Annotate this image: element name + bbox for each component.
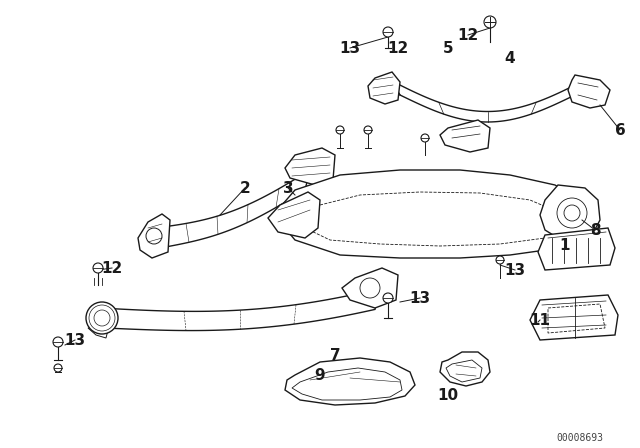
Text: 13: 13 <box>504 263 525 277</box>
Text: 8: 8 <box>589 223 600 237</box>
Polygon shape <box>285 148 335 185</box>
Text: 2: 2 <box>239 181 250 195</box>
Text: 4: 4 <box>505 51 515 65</box>
Polygon shape <box>342 268 398 308</box>
Polygon shape <box>88 325 108 338</box>
Text: 13: 13 <box>65 332 86 348</box>
Text: 3: 3 <box>283 181 293 195</box>
Circle shape <box>496 256 504 264</box>
Circle shape <box>421 134 429 142</box>
Text: 1: 1 <box>560 237 570 253</box>
Polygon shape <box>138 214 170 258</box>
Polygon shape <box>440 352 490 386</box>
Text: 11: 11 <box>529 313 550 327</box>
Circle shape <box>54 364 62 372</box>
Text: 00008693: 00008693 <box>557 433 604 443</box>
Polygon shape <box>100 289 380 331</box>
Circle shape <box>53 337 63 347</box>
Text: 13: 13 <box>339 40 360 56</box>
Polygon shape <box>155 170 310 248</box>
Polygon shape <box>568 75 610 108</box>
Polygon shape <box>368 72 400 104</box>
Text: 13: 13 <box>410 290 431 306</box>
Polygon shape <box>440 120 490 152</box>
Text: 12: 12 <box>101 260 123 276</box>
Circle shape <box>336 126 344 134</box>
Polygon shape <box>268 192 320 238</box>
Circle shape <box>383 293 393 303</box>
Polygon shape <box>280 170 588 258</box>
Circle shape <box>383 27 393 37</box>
Text: 7: 7 <box>330 348 340 362</box>
Text: 5: 5 <box>443 40 453 56</box>
Polygon shape <box>530 295 618 340</box>
Polygon shape <box>540 185 600 240</box>
Circle shape <box>484 16 496 28</box>
Text: 12: 12 <box>458 27 479 43</box>
Polygon shape <box>538 228 615 270</box>
Text: 10: 10 <box>437 388 459 402</box>
Text: 6: 6 <box>614 122 625 138</box>
Circle shape <box>93 263 103 273</box>
Circle shape <box>364 126 372 134</box>
Polygon shape <box>390 80 585 122</box>
Text: 12: 12 <box>387 40 408 56</box>
Polygon shape <box>285 358 415 405</box>
Text: 9: 9 <box>315 367 325 383</box>
Circle shape <box>86 302 118 334</box>
